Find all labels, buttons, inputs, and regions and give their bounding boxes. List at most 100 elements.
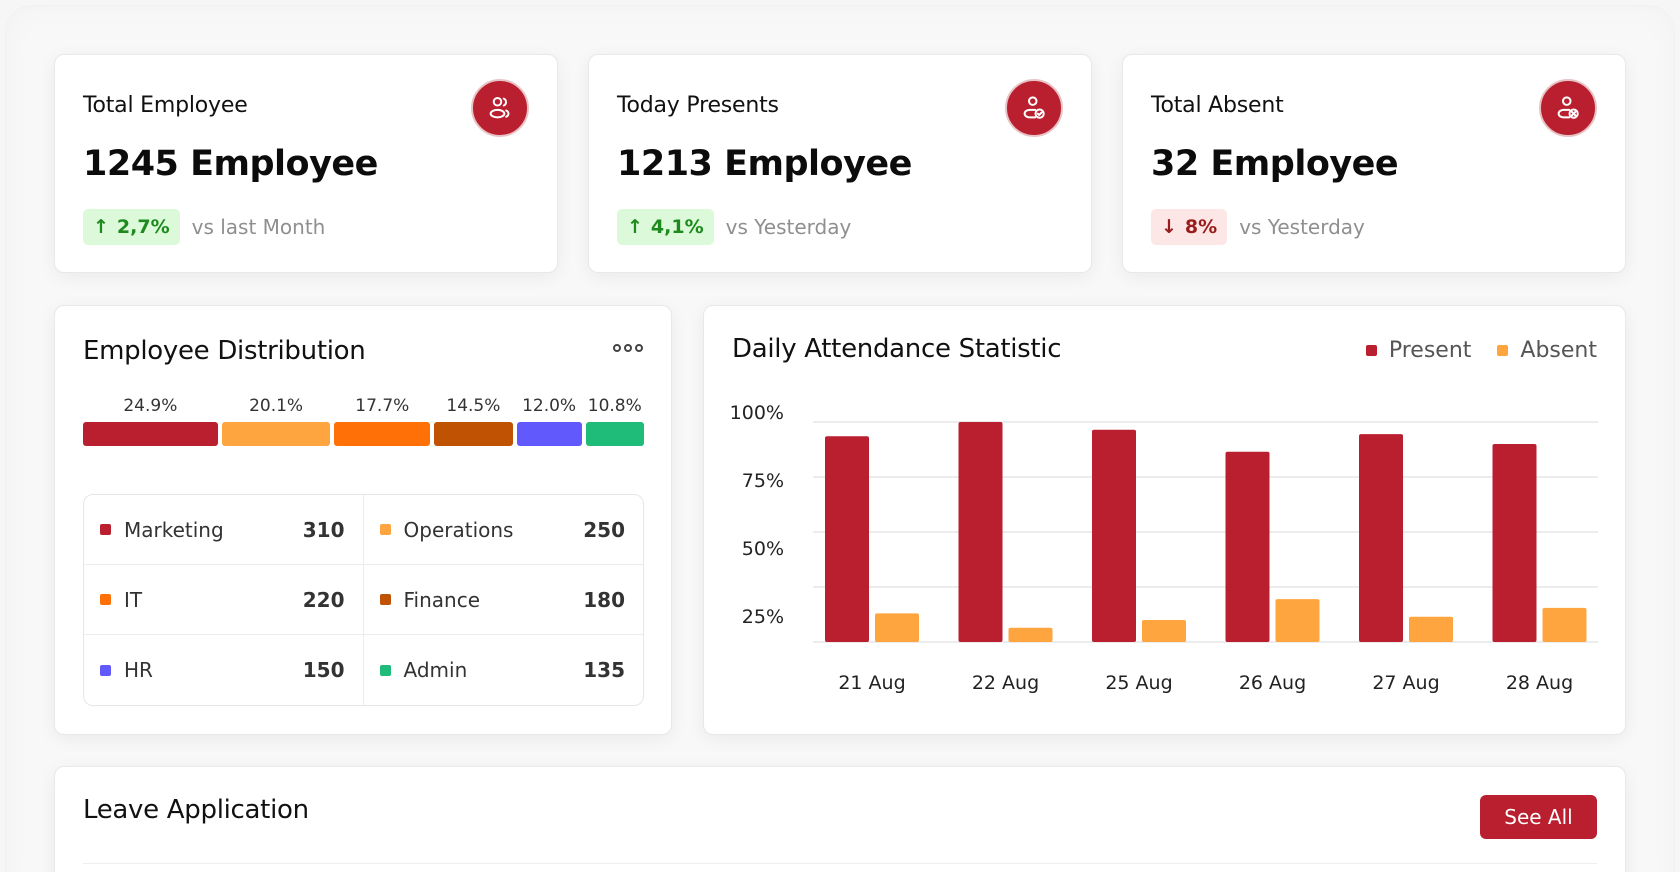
y-tick-label: 50% <box>742 538 784 560</box>
segment-fill <box>585 422 644 446</box>
legend-item-absent: Absent <box>1497 338 1597 363</box>
attendance-chart: 100% 75% 50% 25% 21 Aug 22 Aug 25 Aug 26 Aug 27 … <box>730 402 1598 694</box>
department-count: 310 <box>302 517 345 542</box>
user-check-icon <box>1005 79 1063 137</box>
leave-application-card: Leave Application See All <box>54 766 1626 872</box>
change-badge: ↓ 8% <box>1151 209 1228 245</box>
bar-absent[interactable] <box>875 613 919 642</box>
segment-percent: 20.1% <box>249 396 304 416</box>
department-swatch <box>100 664 111 676</box>
bar-absent[interactable] <box>1275 599 1320 642</box>
compare-label: vs last Month <box>191 215 326 239</box>
more-options-icon-dot <box>635 344 643 352</box>
segment-percent: 17.7% <box>355 396 410 416</box>
arrow-up-icon: ↑ <box>93 216 109 238</box>
x-tick-label: 27 Aug <box>1372 672 1439 694</box>
change-badge: ↑ 2,7% <box>83 209 180 245</box>
department-swatch <box>379 664 391 676</box>
see-all-button[interactable]: See All <box>1480 795 1597 839</box>
y-tick-label: 75% <box>742 470 784 492</box>
department-swatch <box>379 594 391 605</box>
department-name: HR <box>124 658 153 682</box>
user-x-icon <box>1539 79 1597 137</box>
segment-fill <box>334 422 431 446</box>
stat-change-row: ↑ 4,1% vs Yesterday <box>617 209 851 245</box>
department-swatch <box>100 524 111 535</box>
segment-fill <box>516 422 582 446</box>
distribution-segment: 14.5% <box>434 396 513 446</box>
segment-fill <box>221 422 331 446</box>
stat-label: Today Presents <box>617 93 779 118</box>
change-value: 4,1% <box>650 216 704 238</box>
bar-absent[interactable] <box>1409 616 1453 642</box>
legend-swatch-absent <box>1497 345 1509 356</box>
change-value: 2,7% <box>116 216 170 238</box>
employee-distribution-card: Employee Distribution 24.9% 20.1% 17.7% 14.… <box>54 305 672 735</box>
distribution-segment: 10.8% <box>585 396 644 446</box>
segment-fill <box>83 422 218 446</box>
department-row: Admin 135 <box>364 635 644 705</box>
department-count: 180 <box>583 587 625 612</box>
x-tick-label: 28 Aug <box>1506 672 1573 694</box>
legend-item-present: Present <box>1365 338 1472 363</box>
segment-percent: 24.9% <box>123 396 178 416</box>
users-icon <box>471 79 529 137</box>
department-row: Operations 250 <box>363 495 643 565</box>
department-count: 220 <box>302 587 345 612</box>
change-value: 8% <box>1184 216 1218 238</box>
bar-absent[interactable] <box>1542 607 1587 642</box>
bar-absent[interactable] <box>1008 627 1053 642</box>
bar-present[interactable] <box>1225 451 1270 642</box>
bar-present[interactable] <box>1492 444 1537 642</box>
bar-absent[interactable] <box>1142 620 1186 642</box>
chart-legend: Present Absent <box>1365 338 1597 363</box>
segment-percent: 14.5% <box>446 396 501 416</box>
legend-label: Present <box>1388 338 1472 363</box>
arrow-down-icon: ↓ <box>1161 216 1177 238</box>
stat-value: 1245 Employee <box>83 144 378 184</box>
segment-fill <box>434 422 513 446</box>
arrow-up-icon: ↑ <box>627 216 643 238</box>
segment-percent: 10.8% <box>587 396 642 416</box>
department-row: Marketing 310 <box>84 495 364 565</box>
segment-percent: 12.0% <box>522 396 577 416</box>
stat-value: 32 Employee <box>1151 144 1399 184</box>
stat-label: Total Absent <box>1151 93 1284 118</box>
department-swatch <box>379 524 391 535</box>
distribution-segment: 24.9% <box>83 396 218 446</box>
department-count: 250 <box>583 517 625 542</box>
compare-label: vs Yesterday <box>725 215 852 239</box>
daily-attendance-card: 100% 75% 50% 25% 21 Aug 22 Aug 25 Aug 26 Aug 27 … <box>703 305 1626 735</box>
stat-change-row: ↑ 2,7% vs last Month <box>83 209 325 245</box>
department-name: Operations <box>403 517 514 542</box>
stat-card-total-employee: Total Employee 1245 Employee ↑ 2,7% vs l… <box>54 54 558 273</box>
legend-label: Absent <box>1520 338 1597 363</box>
department-count: 150 <box>302 658 345 682</box>
x-tick-label: 26 Aug <box>1239 672 1306 694</box>
department-count: 135 <box>583 658 625 682</box>
divider <box>83 863 1597 864</box>
distribution-segment: 17.7% <box>334 396 431 446</box>
department-row: IT 220 <box>84 565 364 635</box>
department-name: Admin <box>403 658 468 682</box>
more-options-icon <box>613 344 621 352</box>
stat-card-total-absent: Total Absent 32 Employee ↓ 8% vs Yesterd… <box>1122 54 1626 273</box>
bar-present[interactable] <box>958 422 1003 642</box>
change-badge: ↑ 4,1% <box>617 209 714 245</box>
distribution-segment: 12.0% <box>516 396 582 446</box>
y-tick-label: 25% <box>742 606 784 628</box>
more-options-button[interactable] <box>613 344 643 352</box>
legend-swatch-present <box>1365 345 1377 356</box>
bar-present[interactable] <box>1092 429 1136 642</box>
stat-value: 1213 Employee <box>617 144 912 184</box>
department-name: Marketing <box>124 517 224 542</box>
department-swatch <box>100 594 111 605</box>
department-name: Finance <box>403 587 481 612</box>
stat-card-today-presents: Today Presents 1213 Employee ↑ 4,1% vs Y… <box>588 54 1092 273</box>
bar-present[interactable] <box>825 436 869 642</box>
distribution-segment: 20.1% <box>221 396 331 446</box>
department-name: IT <box>124 587 143 612</box>
stat-change-row: ↓ 8% vs Yesterday <box>1151 209 1365 245</box>
distribution-table: Marketing 310 Operations 250 IT 220 Finance 180… <box>83 494 644 706</box>
bar-present[interactable] <box>1359 434 1403 642</box>
